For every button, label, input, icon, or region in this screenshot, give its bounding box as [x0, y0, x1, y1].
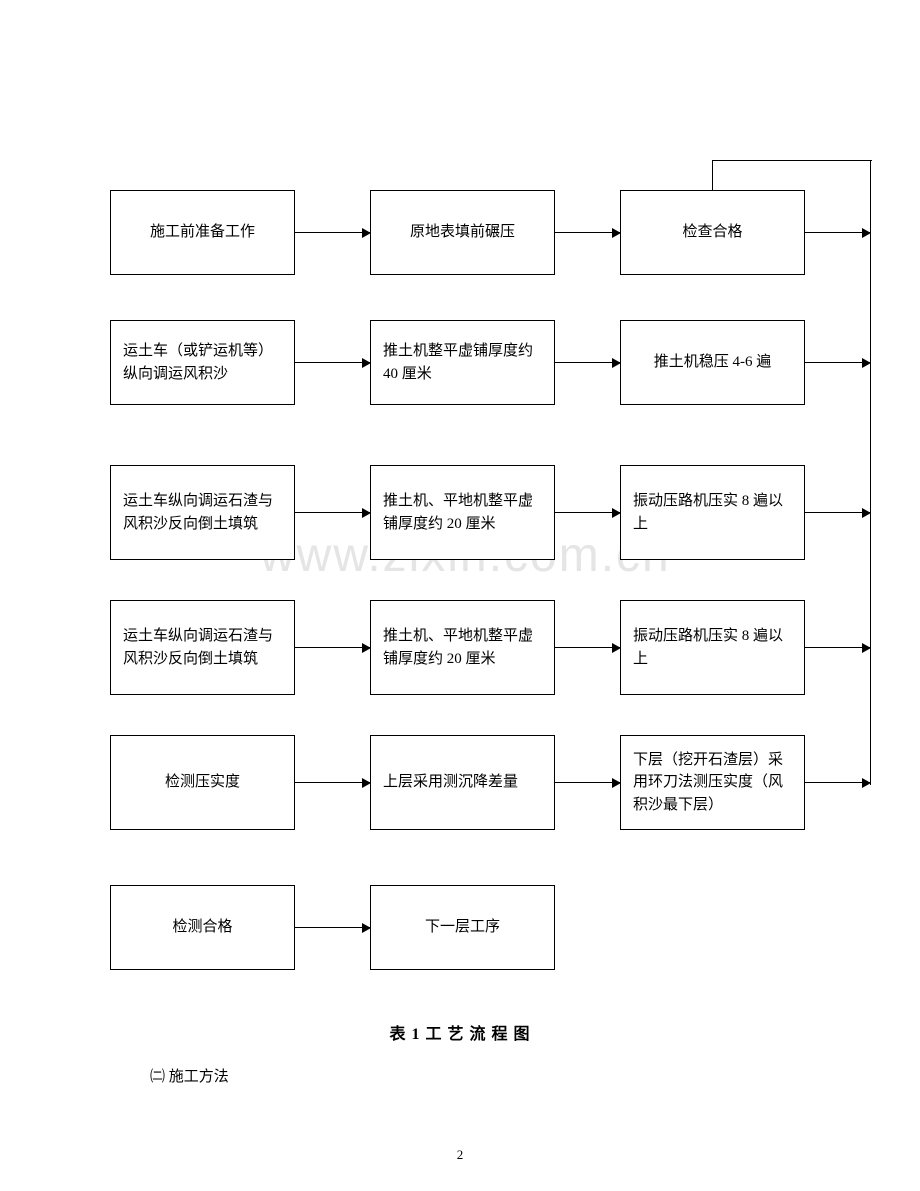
edge: [295, 232, 370, 233]
edge: [805, 512, 870, 513]
edge: [555, 512, 620, 513]
edge-bus-drop: [712, 160, 713, 190]
edge: [805, 232, 870, 233]
node-label: 原地表填前碾压: [410, 221, 515, 244]
node-label: 推土机、平地机整平虚铺厚度约 20 厘米: [383, 490, 542, 535]
node-n52: 上层采用测沉降差量: [370, 735, 555, 830]
node-n53: 下层（挖开石渣层）采用环刀法测压实度（风积沙最下层）: [620, 735, 805, 830]
node-n22: 推土机整平虚铺厚度约 40 厘米: [370, 320, 555, 405]
node-n33: 振动压路机压实 8 遍以上: [620, 465, 805, 560]
node-label: 推土机、平地机整平虚铺厚度约 20 厘米: [383, 625, 542, 670]
edge: [805, 647, 870, 648]
edge-bus-top: [712, 160, 872, 161]
node-n13: 检查合格: [620, 190, 805, 275]
edge: [555, 647, 620, 648]
edge: [555, 362, 620, 363]
node-n61: 检测合格: [110, 885, 295, 970]
node-label: 推土机稳压 4-6 遍: [654, 351, 772, 374]
node-n41: 运土车纵向调运石渣与风积沙反向倒土填筑: [110, 600, 295, 695]
node-n62: 下一层工序: [370, 885, 555, 970]
figure-caption: 表 1 工 艺 流 程 图: [0, 1020, 920, 1044]
node-n31: 运土车纵向调运石渣与风积沙反向倒土填筑: [110, 465, 295, 560]
node-label: 下一层工序: [425, 916, 500, 939]
edge: [805, 362, 870, 363]
node-n21: 运土车（或铲运机等）纵向调运风积沙: [110, 320, 295, 405]
node-label: 振动压路机压实 8 遍以上: [633, 625, 792, 670]
node-label: 振动压路机压实 8 遍以上: [633, 490, 792, 535]
edge: [295, 782, 370, 783]
node-n32: 推土机、平地机整平虚铺厚度约 20 厘米: [370, 465, 555, 560]
node-n51: 检测压实度: [110, 735, 295, 830]
node-n42: 推土机、平地机整平虚铺厚度约 20 厘米: [370, 600, 555, 695]
node-label: 运土车纵向调运石渣与风积沙反向倒土填筑: [123, 625, 282, 670]
node-n12: 原地表填前碾压: [370, 190, 555, 275]
node-label: 检测合格: [172, 916, 232, 939]
node-n43: 振动压路机压实 8 遍以上: [620, 600, 805, 695]
node-n11: 施工前准备工作: [110, 190, 295, 275]
node-n23: 推土机稳压 4-6 遍: [620, 320, 805, 405]
node-label: 推土机整平虚铺厚度约 40 厘米: [383, 340, 542, 385]
node-label: 上层采用测沉降差量: [383, 771, 518, 794]
node-label: 运土车纵向调运石渣与风积沙反向倒土填筑: [123, 490, 282, 535]
node-label: 检测压实度: [165, 771, 240, 794]
node-label: 施工前准备工作: [150, 221, 255, 244]
edge: [805, 782, 870, 783]
edge: [295, 647, 370, 648]
section-subhead: ㈡ 施工方法: [150, 1065, 229, 1086]
edge: [295, 512, 370, 513]
page-number: 2: [0, 1147, 920, 1163]
edge: [295, 362, 370, 363]
edge: [555, 232, 620, 233]
edge: [555, 782, 620, 783]
flowchart-container: www.zixin.com.cn 施工前准备工作 原地表填前碾压 检查合格 运土…: [0, 0, 920, 1050]
edge-bus-vertical: [870, 160, 871, 785]
edge: [295, 927, 370, 928]
node-label: 检查合格: [682, 221, 742, 244]
node-label: 下层（挖开石渣层）采用环刀法测压实度（风积沙最下层）: [633, 749, 792, 817]
node-label: 运土车（或铲运机等）纵向调运风积沙: [123, 340, 282, 385]
